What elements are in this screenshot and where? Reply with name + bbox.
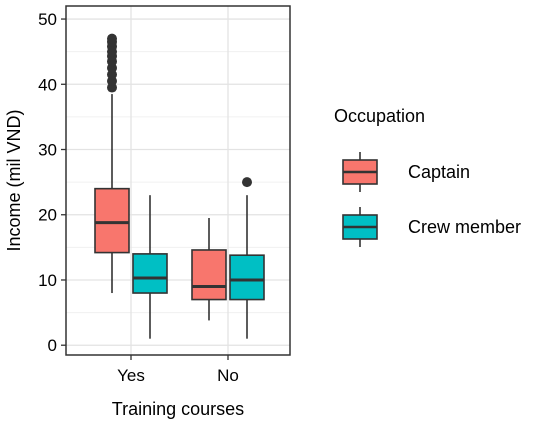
grid-lines [66, 6, 290, 355]
axes: 0 10 20 30 40 50 Yes No [38, 10, 239, 385]
outlier-point-captain-yes [107, 33, 117, 44]
box-crew-member-no [229, 254, 265, 301]
y-tick-label: 20 [38, 206, 57, 225]
y-tick-label: 50 [38, 10, 57, 29]
y-tick-label: 30 [38, 141, 57, 160]
legend: Occupation Captain Crew member [333, 106, 521, 250]
outlier-point-crew-member-no [242, 177, 252, 188]
legend-label: Captain [408, 162, 470, 182]
legend-label: Crew member [408, 217, 521, 237]
y-tick-label: 0 [48, 336, 57, 355]
legend-title: Occupation [334, 106, 425, 126]
box-captain-yes [94, 187, 130, 254]
y-axis-title: Income (mil VND) [4, 109, 24, 251]
x-tick-label: No [217, 366, 239, 385]
boxplots [94, 33, 265, 339]
box-crew-member-yes [132, 253, 168, 294]
x-tick-label: Yes [117, 366, 145, 385]
y-tick-label: 10 [38, 271, 57, 290]
plot-panel-border [65, 5, 291, 356]
box-captain-no [191, 249, 227, 301]
x-axis-title: Training courses [112, 399, 244, 419]
y-tick-label: 40 [38, 75, 57, 94]
plot-background [66, 6, 290, 355]
